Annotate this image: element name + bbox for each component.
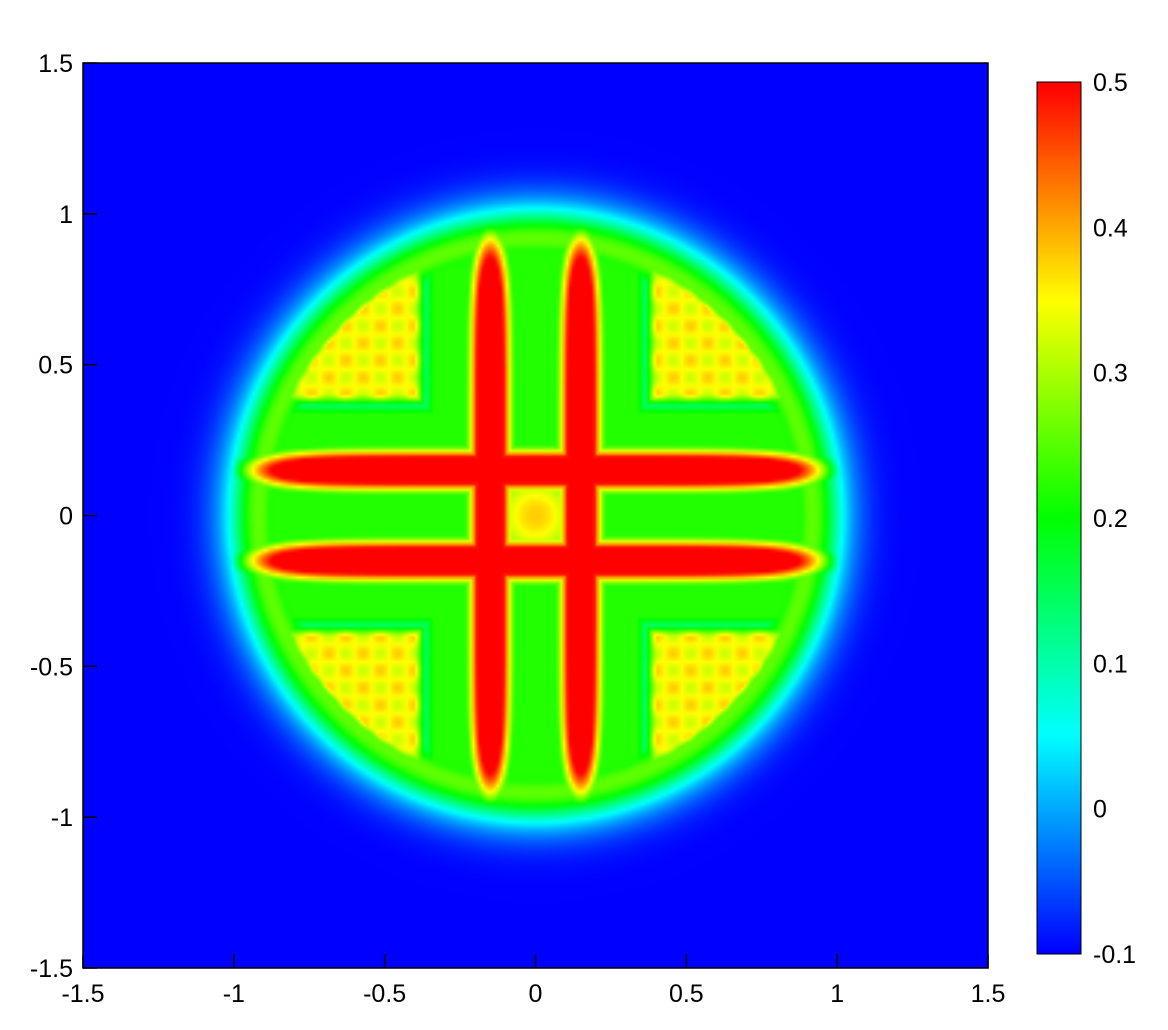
x-tick-label: 0 bbox=[529, 980, 543, 1008]
x-tick-label: 0.5 bbox=[669, 980, 704, 1008]
y-tick-label: -1.5 bbox=[30, 955, 73, 983]
x-tick-label: 1.5 bbox=[971, 980, 1006, 1008]
x-tick-label: -1 bbox=[223, 980, 245, 1008]
colorbar-frame bbox=[1036, 81, 1082, 955]
y-tick-label: 0 bbox=[59, 503, 73, 531]
x-tick-label: 1 bbox=[830, 980, 844, 1008]
colorbar-tick-label: 0.3 bbox=[1093, 360, 1128, 388]
plot-area bbox=[82, 62, 989, 969]
y-tick-label: 1 bbox=[59, 201, 73, 229]
x-axis: -1.5 -1 -0.5 0 0.5 1 1.5 bbox=[61, 954, 1005, 1008]
colorbar-gradient bbox=[1037, 82, 1081, 954]
colorbar: -0.1 0 0.1 0.2 0.3 0.4 0.5 bbox=[1036, 69, 1136, 969]
colorbar-tick-label: 0.2 bbox=[1093, 505, 1128, 533]
colorbar-tick-label: -0.1 bbox=[1093, 941, 1136, 969]
x-tick-label: -1.5 bbox=[61, 980, 104, 1008]
colorbar-tick-label: 0.1 bbox=[1093, 650, 1128, 678]
y-tick-label: 0.5 bbox=[38, 352, 73, 380]
colorbar-tick-label: 0 bbox=[1093, 796, 1107, 824]
x-tick-label: -0.5 bbox=[363, 980, 406, 1008]
y-axis: -1.5 -1 -0.5 0 0.5 1 1.5 bbox=[30, 50, 97, 983]
y-tick-label: 1.5 bbox=[38, 50, 73, 78]
y-tick-label: -1 bbox=[51, 804, 73, 832]
colorbar-tick-label: 0.4 bbox=[1093, 214, 1128, 242]
colorbar-tick-label: 0.5 bbox=[1093, 69, 1128, 97]
y-tick-label: -0.5 bbox=[30, 653, 73, 681]
heatmap-image bbox=[83, 63, 988, 968]
